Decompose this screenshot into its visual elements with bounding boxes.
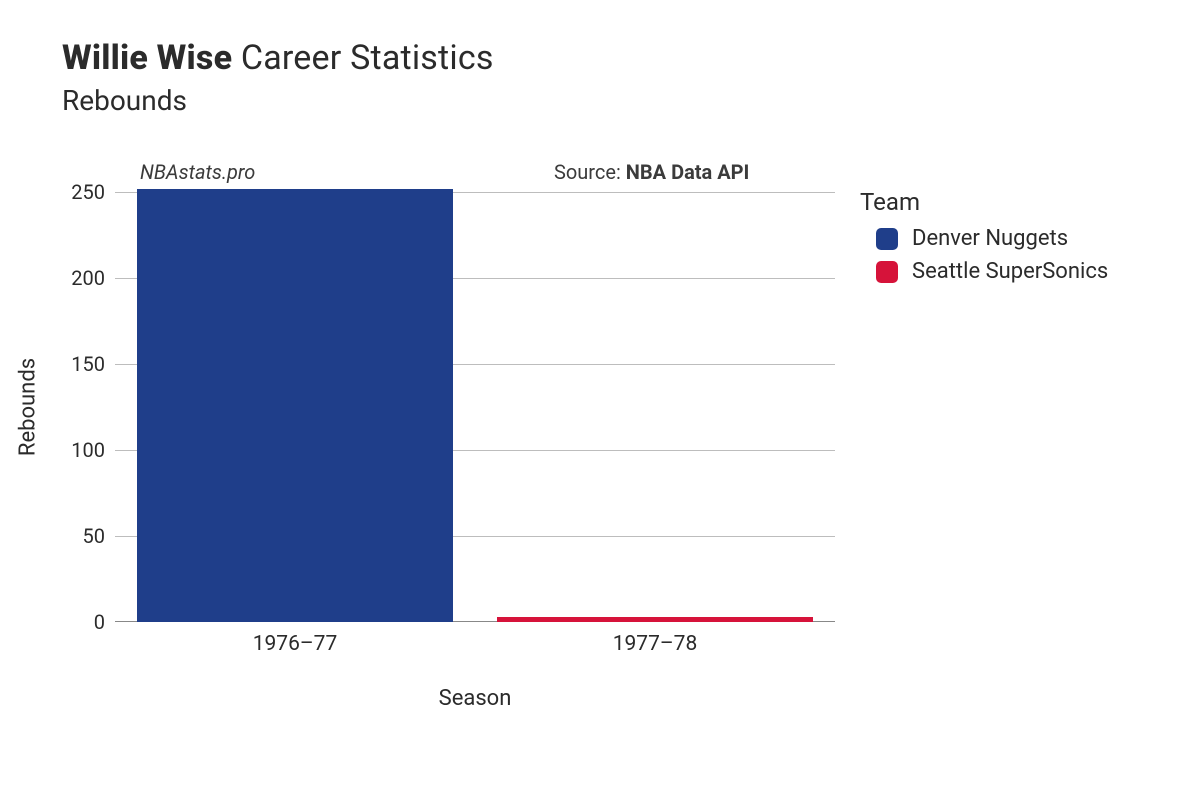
- x-tick-label: 1976–77: [253, 632, 338, 656]
- y-axis-label: Rebounds: [16, 358, 41, 456]
- legend-item: Seattle SuperSonics: [860, 259, 1108, 284]
- y-tick-label: 50: [45, 524, 105, 548]
- legend-item: Denver Nuggets: [860, 226, 1108, 251]
- x-tick-label: 1977–78: [613, 632, 698, 656]
- y-tick-label: 0: [45, 610, 105, 634]
- y-tick-label: 250: [45, 180, 105, 204]
- legend: Team Denver Nuggets Seattle SuperSonics: [860, 188, 1108, 292]
- legend-swatch: [876, 261, 898, 283]
- y-tick-label: 150: [45, 352, 105, 376]
- title-block: Willie Wise Career Statistics Rebounds: [62, 38, 494, 117]
- credit-source-prefix: Source:: [554, 160, 626, 184]
- legend-title: Team: [860, 188, 1108, 216]
- y-tick-label: 200: [45, 266, 105, 290]
- title-rest: Career Statistics: [241, 38, 494, 78]
- legend-label: Denver Nuggets: [912, 226, 1068, 251]
- bar: [497, 617, 814, 622]
- legend-swatch: [876, 228, 898, 250]
- credit-site: NBAstats.pro: [140, 160, 255, 184]
- title-bold: Willie Wise: [62, 38, 232, 78]
- credit-source-name: NBA Data API: [626, 160, 750, 184]
- bar: [137, 189, 454, 622]
- y-tick-label: 100: [45, 438, 105, 462]
- credit-source: Source: NBA Data API: [554, 160, 749, 184]
- chart-title: Willie Wise Career Statistics: [62, 38, 494, 78]
- plot-area: 0501001502002501976–771977–78: [115, 192, 835, 622]
- chart-container: Willie Wise Career Statistics Rebounds N…: [0, 0, 1200, 800]
- chart-subtitle: Rebounds: [62, 84, 494, 117]
- legend-label: Seattle SuperSonics: [912, 259, 1108, 284]
- x-axis-label: Season: [439, 686, 512, 711]
